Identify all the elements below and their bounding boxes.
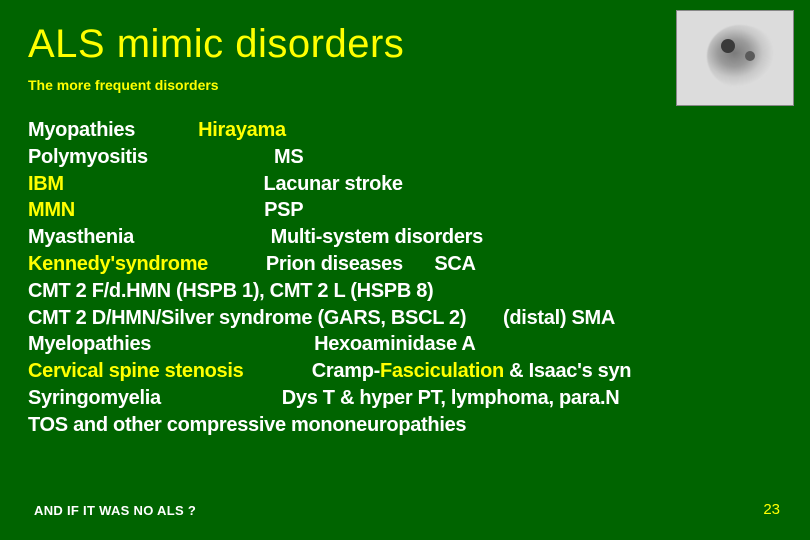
body-text — [161, 387, 282, 409]
body-text: Myelopathies — [28, 333, 151, 355]
body-text: Lacunar stroke — [264, 173, 403, 195]
body-text: Hexoaminidase A — [314, 333, 476, 355]
body-text: CMT 2 F/d.HMN (HSPB 1), CMT 2 L (HSPB 8) — [28, 280, 433, 302]
body-text: TOS and other compressive mononeuropathi… — [28, 414, 466, 436]
body-text: Dys T & hyper PT, lymphoma, para.N — [282, 387, 620, 409]
slide-title: ALS mimic disorders — [28, 22, 782, 67]
body-text — [403, 253, 435, 275]
footer-left-text: AND IF IT WAS NO ALS ? — [34, 503, 196, 518]
highlight-text: Fasciculation — [380, 360, 504, 382]
body-text — [243, 360, 311, 382]
body-text: Myopathies — [28, 119, 135, 141]
body-text: Myasthenia — [28, 226, 134, 248]
highlight-text: Cervical spine stenosis — [28, 360, 243, 382]
body-line: Polymyositis MS — [28, 144, 782, 171]
highlight-text: MMN — [28, 199, 75, 221]
body-line: Myelopathies Hexoaminidase A — [28, 331, 782, 358]
body-line: Syringomyelia Dys T & hyper PT, lymphoma… — [28, 385, 782, 412]
body-text: SCA — [434, 253, 475, 275]
body-line: MMN PSP — [28, 197, 782, 224]
body-line: CMT 2 F/d.HMN (HSPB 1), CMT 2 L (HSPB 8) — [28, 278, 782, 305]
body-text: Polymyositis — [28, 146, 148, 168]
body-text — [208, 253, 266, 275]
body-text — [466, 307, 503, 329]
body-line: Myopathies Hirayama — [28, 117, 782, 144]
body-text: MS — [274, 146, 303, 168]
highlight-text: Kennedy'syndrome — [28, 253, 208, 275]
body-line: Kennedy'syndrome Prion diseases SCA — [28, 251, 782, 278]
body-line: IBM Lacunar stroke — [28, 171, 782, 198]
body-line: Cervical spine stenosis Cramp-Fasciculat… — [28, 358, 782, 385]
body-text — [134, 226, 271, 248]
highlight-text: IBM — [28, 173, 64, 195]
body-line: TOS and other compressive mononeuropathi… — [28, 412, 782, 439]
body-text: Syringomyelia — [28, 387, 161, 409]
body-text — [64, 173, 264, 195]
highlight-text: Hirayama — [198, 119, 286, 141]
body-text — [75, 199, 264, 221]
body-line: Myasthenia Multi-system disorders — [28, 224, 782, 251]
body-text: PSP — [264, 199, 303, 221]
body-text — [148, 146, 274, 168]
body-text: CMT 2 D/HMN/Silver syndrome (GARS, BSCL … — [28, 307, 466, 329]
body-text: Prion diseases — [266, 253, 403, 275]
body-text: Multi-system disorders — [271, 226, 483, 248]
slide-body-text: Myopathies HirayamaPolymyositis MSIBM La… — [28, 117, 782, 439]
slide-subtitle: The more frequent disorders — [28, 77, 782, 93]
body-line: CMT 2 D/HMN/Silver syndrome (GARS, BSCL … — [28, 305, 782, 332]
body-text — [151, 333, 314, 355]
body-text — [135, 119, 198, 141]
page-number: 23 — [763, 501, 780, 518]
body-text: & Isaac's syn — [504, 360, 631, 382]
body-text: (distal) SMA — [503, 307, 615, 329]
body-text: Cramp- — [312, 360, 380, 382]
slide-root: ALS mimic disorders The more frequent di… — [0, 0, 810, 540]
corner-neuron-image — [676, 10, 794, 106]
